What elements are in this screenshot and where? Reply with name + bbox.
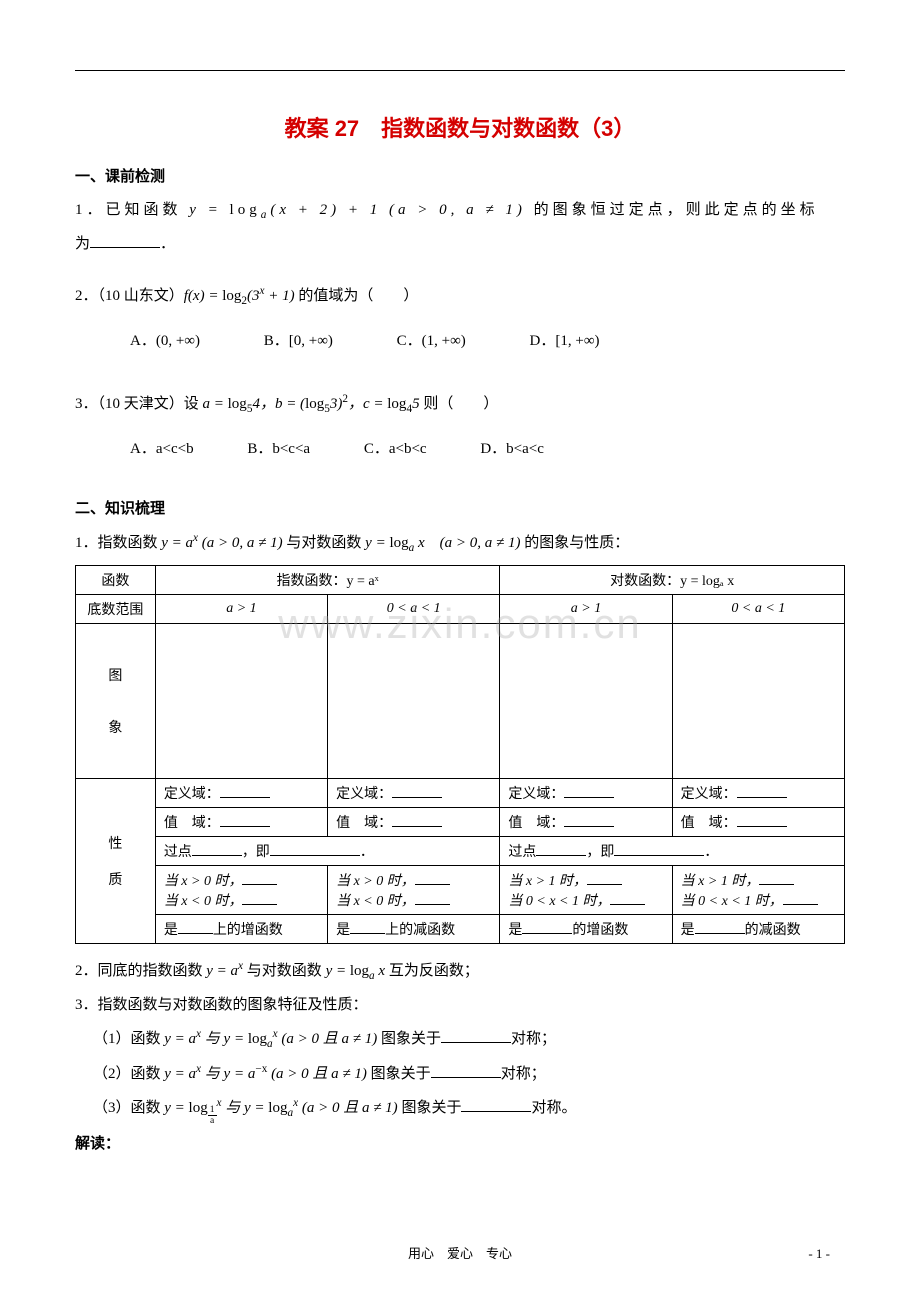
s2-p1-e1: y = ax (a > 0, a ≠ 1) bbox=[161, 535, 282, 551]
table-row-base: 底数范围 a > 1 0 < a < 1 a > 1 0 < a < 1 bbox=[76, 595, 845, 624]
q2-opt-d[interactable]: D．[1, +∞) bbox=[530, 327, 600, 356]
table-row-cond: 当 x > 0 时，当 x < 0 时， 当 x > 0 时，当 x < 0 时… bbox=[76, 866, 845, 915]
q3-opt-b[interactable]: B．b<c<a bbox=[247, 435, 310, 464]
dom-4: 定义域： bbox=[672, 779, 844, 808]
pass-log: 过点，即． bbox=[500, 837, 845, 866]
mono-3: 是的增函数 bbox=[500, 915, 672, 944]
q1-text-a: 1．已知函数 bbox=[75, 202, 189, 218]
s2-p1-b: 与对数函数 bbox=[283, 535, 366, 551]
q3-opt-d[interactable]: D．b<a<c bbox=[480, 435, 544, 464]
q1-expr: y = loga(x + 2) + 1 (a > 0, a ≠ 1) bbox=[189, 202, 526, 218]
q3-expr: a = log54，b = (log53)2，c = log45 bbox=[203, 396, 420, 412]
q1-line2: 为． bbox=[75, 230, 845, 259]
base-exp-a: a > 1 bbox=[155, 595, 327, 624]
table-row-range: 值 域： 值 域： 值 域： 值 域： bbox=[76, 808, 845, 837]
page: www.zixin.com.cn 教案 27 指数函数与对数函数（3） 一、课前… bbox=[0, 0, 920, 1302]
table-row-domain: 性质 定义域： 定义域： 定义域： 定义域： bbox=[76, 779, 845, 808]
q3-opt-a[interactable]: A．a<c<b bbox=[130, 435, 194, 464]
s2-p3-1: （1）函数 y = ax 与 y = logax (a > 0 且 a ≠ 1)… bbox=[75, 1024, 845, 1055]
cond-4: 当 x > 1 时，当 0 < x < 1 时， bbox=[672, 866, 844, 915]
q1-text-b: 的图象恒过定点，则此定点的坐标 bbox=[526, 202, 819, 218]
mono-2: 是上的减函数 bbox=[328, 915, 500, 944]
page-number: - 1 - bbox=[808, 1246, 830, 1262]
q2-opt-c[interactable]: C．(1, +∞) bbox=[397, 327, 466, 356]
q2-opt-b[interactable]: B．[0, +∞) bbox=[264, 327, 333, 356]
mono-4: 是的减函数 bbox=[672, 915, 844, 944]
top-rule bbox=[75, 70, 845, 71]
properties-table: 函数 指数函数：y = aˣ 对数函数：y = logₐ x 底数范围 a > … bbox=[75, 565, 845, 944]
q1-line1: 1．已知函数 y = loga(x + 2) + 1 (a > 0, a ≠ 1… bbox=[75, 196, 845, 226]
s2-p2: 2．同底的指数函数 y = ax 与对数函数 y = loga x 互为反函数； bbox=[75, 956, 845, 987]
img-exp-a bbox=[155, 624, 327, 779]
q1-blank bbox=[90, 232, 160, 248]
dom-1: 定义域： bbox=[155, 779, 327, 808]
base-exp-b: 0 < a < 1 bbox=[328, 595, 500, 624]
ran-3: 值 域： bbox=[500, 808, 672, 837]
q2-text-a: 2．（10 山东文） bbox=[75, 288, 184, 304]
s2-p1: 1．指数函数 y = ax (a > 0, a ≠ 1) 与对数函数 y = l… bbox=[75, 528, 845, 559]
s2-p3-2: （2）函数 y = ax 与 y = a−x (a > 0 且 a ≠ 1) 图… bbox=[75, 1059, 845, 1089]
s2-p1-c: 的图象与性质： bbox=[521, 535, 630, 551]
table-row-pass: 过点，即． 过点，即． bbox=[76, 837, 845, 866]
q2-options: A．(0, +∞) B．[0, +∞) C．(1, +∞) D．[1, +∞) bbox=[75, 327, 845, 356]
pass-exp: 过点，即． bbox=[155, 837, 500, 866]
section-2-heading: 二、知识梳理 bbox=[75, 497, 845, 518]
table-row-image: 图象 bbox=[76, 624, 845, 779]
dom-3: 定义域： bbox=[500, 779, 672, 808]
q1-text-c: 为 bbox=[75, 236, 90, 252]
th-func: 函数 bbox=[76, 566, 156, 595]
rlabel-image: 图象 bbox=[76, 624, 156, 779]
q3-line: 3．（10 天津文）设 a = log54，b = (log53)2，c = l… bbox=[75, 389, 845, 420]
s2-p3-3: （3）函数 y = log1ax 与 y = logax (a > 0 且 a … bbox=[75, 1093, 845, 1124]
ran-4: 值 域： bbox=[672, 808, 844, 837]
img-log-b bbox=[672, 624, 844, 779]
s2-p1-a: 1．指数函数 bbox=[75, 535, 161, 551]
q3-text-a: 3．（10 天津文）设 bbox=[75, 396, 203, 412]
img-exp-b bbox=[328, 624, 500, 779]
table-row-header: 函数 指数函数：y = aˣ 对数函数：y = logₐ x bbox=[76, 566, 845, 595]
rlabel-base: 底数范围 bbox=[76, 595, 156, 624]
img-log-a bbox=[500, 624, 672, 779]
q2-text-b: 的值域为（ ） bbox=[295, 288, 419, 304]
footer-text: 用心 爱心 专心 bbox=[0, 1243, 920, 1262]
s2-p1-e2: y = loga x (a > 0, a ≠ 1) bbox=[365, 535, 520, 551]
cond-3: 当 x > 1 时，当 0 < x < 1 时， bbox=[500, 866, 672, 915]
s2-p3: 3．指数函数与对数函数的图象特征及性质： bbox=[75, 991, 845, 1020]
cond-1: 当 x > 0 时，当 x < 0 时， bbox=[155, 866, 327, 915]
ran-2: 值 域： bbox=[328, 808, 500, 837]
section-1-heading: 一、课前检测 bbox=[75, 165, 845, 186]
th-exp: 指数函数：y = aˣ bbox=[155, 566, 500, 595]
mono-1: 是上的增函数 bbox=[155, 915, 327, 944]
q3-opt-c[interactable]: C．a<b<c bbox=[364, 435, 427, 464]
doc-title: 教案 27 指数函数与对数函数（3） bbox=[75, 111, 845, 143]
q2-opt-a[interactable]: A．(0, +∞) bbox=[130, 327, 200, 356]
ran-1: 值 域： bbox=[155, 808, 327, 837]
q2-expr: f(x) = log2(3x + 1) bbox=[184, 288, 295, 304]
th-log: 对数函数：y = logₐ x bbox=[500, 566, 845, 595]
base-log-b: 0 < a < 1 bbox=[672, 595, 844, 624]
q3-text-b: 则（ ） bbox=[420, 396, 499, 412]
q3-options: A．a<c<b B．b<c<a C．a<b<c D．b<a<c bbox=[75, 435, 845, 464]
base-log-a: a > 1 bbox=[500, 595, 672, 624]
cond-2: 当 x > 0 时，当 x < 0 时， bbox=[328, 866, 500, 915]
rlabel-prop: 性质 bbox=[76, 779, 156, 944]
q1-text-d: ． bbox=[160, 236, 175, 252]
q2-line: 2．（10 山东文）f(x) = log2(3x + 1) 的值域为（ ） bbox=[75, 281, 845, 312]
interpret-heading: 解读： bbox=[75, 1132, 845, 1153]
dom-2: 定义域： bbox=[328, 779, 500, 808]
table-row-mono: 是上的增函数 是上的减函数 是的增函数 是的减函数 bbox=[76, 915, 845, 944]
